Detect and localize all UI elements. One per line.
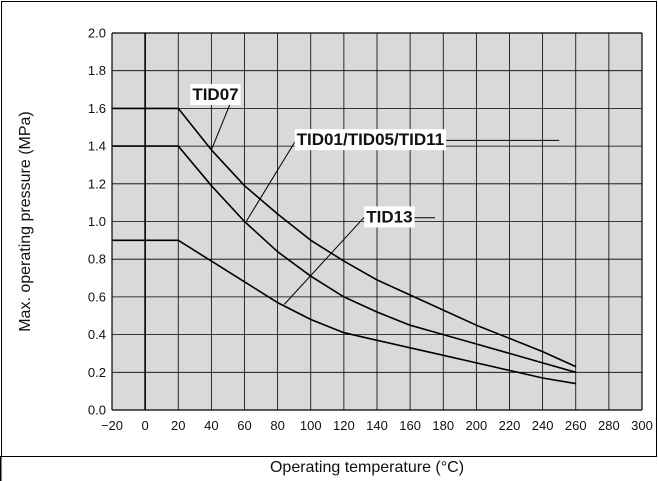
x-tick-label: 260 (565, 418, 587, 433)
series-label: TID07 (192, 85, 238, 104)
x-tick-label: 100 (300, 418, 322, 433)
series-line-2 (112, 145, 577, 374)
x-tick-label: 120 (333, 418, 355, 433)
x-tick-label: 180 (432, 418, 454, 433)
series-label-background (294, 129, 447, 151)
y-tick-label: 0.6 (88, 289, 106, 304)
y-tick-label: 1.8 (88, 63, 106, 78)
y-tick-label: 2.0 (88, 26, 106, 41)
y-tick-label: 1.2 (88, 176, 106, 191)
x-tick-label: −20 (101, 418, 123, 433)
series-label: TID13 (366, 207, 412, 226)
series-label-background (364, 206, 415, 228)
x-tick-label: 200 (466, 418, 488, 433)
y-axis-title: Max. operating pressure (MPa) (17, 111, 34, 332)
x-tick-label: 80 (270, 418, 284, 433)
x-tick-label: 0 (142, 418, 149, 433)
figure-frame-tail (0, 456, 2, 481)
y-tick-label: 1.0 (88, 214, 106, 229)
x-tick-label: 240 (532, 418, 554, 433)
x-tick-label: 160 (399, 418, 421, 433)
y-tick-label: 0.4 (88, 327, 106, 342)
y-tick-label: 0.0 (88, 403, 106, 418)
series-label-background (190, 83, 241, 105)
x-axis-title: Operating temperature (°C) (270, 459, 464, 476)
x-tick-label: 60 (237, 418, 251, 433)
y-tick-label: 0.2 (88, 365, 106, 380)
x-tick-label: 220 (499, 418, 521, 433)
y-tick-label: 1.6 (88, 101, 106, 116)
x-tick-label: 20 (171, 418, 185, 433)
series-line-1 (112, 107, 577, 368)
series-line-3 (112, 239, 576, 385)
x-tick-label: 280 (598, 418, 620, 433)
series-label-leader (210, 100, 232, 151)
y-tick-label: 1.4 (88, 139, 106, 154)
x-tick-label: 300 (631, 418, 653, 433)
figure-frame (1, 1, 657, 457)
x-tick-label: 40 (204, 418, 218, 433)
series-label: TID01/TID05/TID11 (297, 130, 444, 149)
y-tick-label: 0.8 (88, 252, 106, 267)
x-tick-label: 140 (366, 418, 388, 433)
